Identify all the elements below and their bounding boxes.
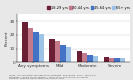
Bar	[114, 58, 120, 62]
Bar	[76, 51, 82, 62]
Bar	[55, 41, 60, 62]
Y-axis label: Percent: Percent	[5, 31, 9, 46]
Bar	[66, 47, 71, 62]
Bar	[109, 58, 114, 62]
Bar	[22, 22, 28, 62]
Text: NOTE: Any symptoms includes mild, moderate, and severe. Mild = score 5-9;
Modera: NOTE: Any symptoms includes mild, modera…	[9, 74, 96, 79]
Legend: 18-29 yrs, 30-44 yrs, 45-64 yrs, 65+ yrs: 18-29 yrs, 30-44 yrs, 45-64 yrs, 65+ yrs	[47, 6, 130, 10]
Bar	[49, 39, 55, 62]
Bar	[39, 34, 44, 62]
Bar	[60, 45, 66, 62]
Bar	[104, 57, 109, 62]
Bar	[33, 32, 39, 62]
Bar	[93, 56, 98, 62]
Bar	[28, 28, 33, 62]
Bar	[120, 58, 125, 62]
Bar	[87, 55, 93, 62]
Bar	[82, 54, 87, 62]
